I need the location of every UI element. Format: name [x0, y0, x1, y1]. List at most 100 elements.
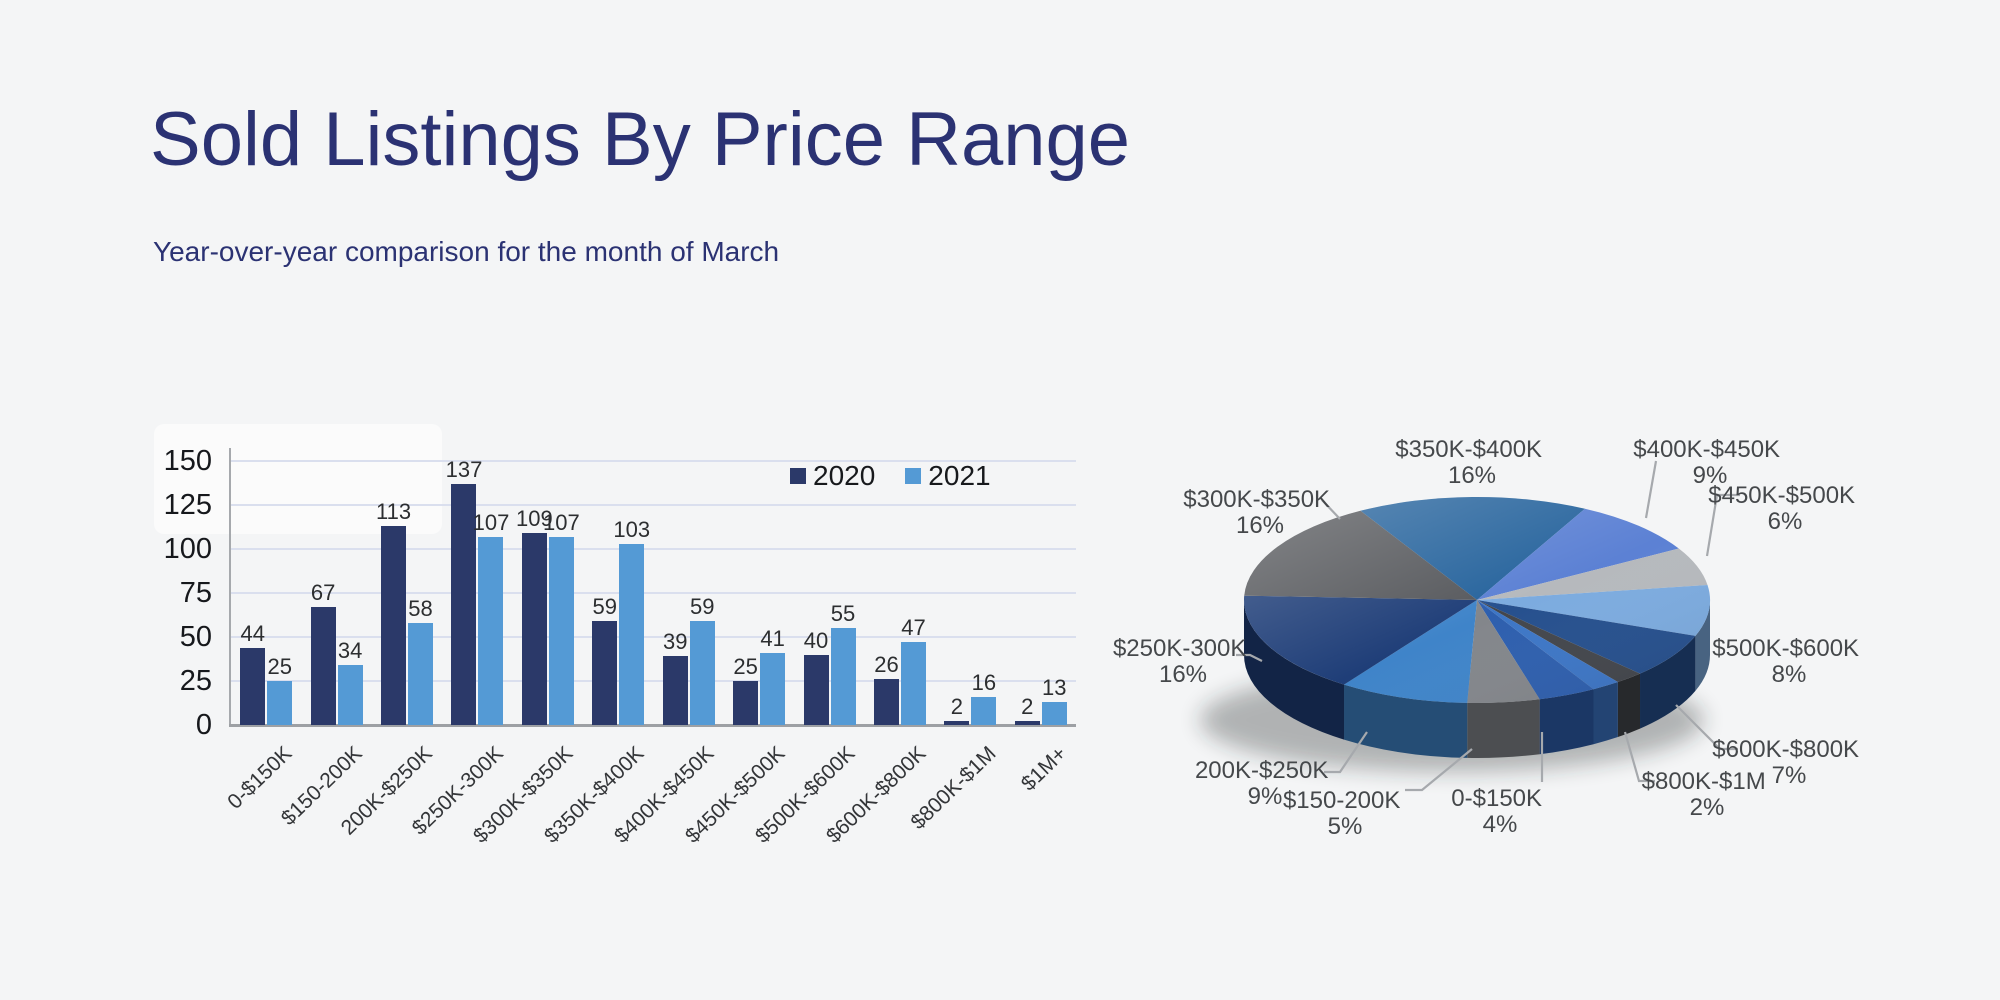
bar-2020-6: [662, 656, 688, 725]
bar-2021-0: [267, 681, 293, 725]
bar-value-label: 103: [613, 516, 651, 542]
bar-value-label: 13: [1042, 675, 1067, 701]
bar-value-label: 44: [240, 620, 265, 646]
pie-label-leader-line: [1675, 704, 1738, 751]
bar-2020-4: [521, 533, 547, 725]
y-axis-tick-label: 150: [163, 445, 212, 477]
bar-value-label: 16: [971, 669, 997, 695]
pie-slice-label: $350K-$400K 16%: [1395, 436, 1548, 489]
legend-swatch-icon: [905, 468, 922, 484]
x-axis-line: [229, 724, 1076, 727]
pie-slice-side: [1539, 689, 1594, 755]
pie-label-leader-line: [1405, 748, 1473, 792]
pie-label-leader-line: [1324, 731, 1368, 774]
pie-slice-label: $400K-$450K 9%: [1633, 436, 1786, 489]
gridline: [231, 636, 1076, 638]
bar-2021-11: [1041, 702, 1067, 725]
bar-value-label: 59: [689, 594, 715, 620]
pie-slice-side: [1467, 699, 1540, 759]
bar-value-label: 34: [337, 638, 363, 664]
bar-value-label: 137: [445, 456, 483, 482]
pie-slice-label: $300K-$350K 16%: [1183, 486, 1336, 539]
gridline: [231, 548, 1076, 550]
bar-value-label: 107: [472, 509, 510, 535]
bar-2020-5: [592, 621, 618, 725]
pie-slice-label: $150-200K 5%: [1283, 787, 1407, 840]
bar-2021-4: [548, 536, 574, 725]
bar-value-label: 59: [592, 594, 618, 620]
pie-slice-label: $800K-$1M 2%: [1642, 768, 1773, 821]
y-axis-tick-label: 75: [179, 577, 212, 609]
bar-value-label: 58: [408, 595, 433, 621]
bar-2020-10: [944, 721, 970, 725]
pie-chart-svg: $350K-$400K 16% $400K-$450K 9% $450K-$50…: [1113, 436, 1865, 840]
pie-label-leader-line: [1321, 499, 1341, 520]
page-title: Sold Listings By Price Range: [150, 97, 1131, 182]
y-axis-tick-label: 100: [163, 533, 212, 565]
gridline: [231, 680, 1076, 682]
legend-label: 2021: [928, 460, 991, 491]
pie-slice-side: [1617, 673, 1641, 738]
bar-value-label: 47: [901, 615, 926, 641]
bar-2021-8: [830, 628, 856, 725]
bar-value-label: 2: [1021, 694, 1034, 720]
gridline: [231, 592, 1076, 594]
bar-2021-2: [408, 622, 434, 725]
y-axis-tick-label: 0: [195, 709, 212, 741]
background-highlight-panel: [154, 424, 442, 534]
bar-chart: 0 25 50 75 100 125 150 44 67 113 137 109 59 39 25 40 26 2…: [140, 330, 1100, 870]
pie-chart: $350K-$400K 16% $400K-$450K 9% $450K-$50…: [1100, 380, 2000, 940]
pie-label-leader-line: [1644, 460, 1658, 519]
y-axis-tick-label: 25: [179, 665, 212, 697]
pie-slice-label: $600K-$800K 7%: [1712, 736, 1865, 789]
pie-slice-label: 0-$150K 4%: [1451, 785, 1548, 838]
bar-2021-5: [619, 543, 645, 725]
bar-2020-2: [381, 526, 407, 725]
bar-2021-7: [760, 652, 786, 725]
pie-slice-label: 200K-$250K 9%: [1195, 757, 1335, 810]
legend-item-2020: 2020: [790, 460, 875, 492]
pie-slice-label: $250K-300K 16%: [1113, 635, 1253, 688]
gridline: [231, 504, 1076, 506]
bar-2021-1: [337, 665, 363, 725]
bar-value-label: 55: [830, 601, 856, 627]
bar-value-label: 67: [310, 580, 336, 606]
pie-label-leader-line: [1623, 731, 1655, 783]
bar-value-label: 109: [516, 506, 553, 532]
bar-2020-7: [733, 681, 759, 725]
bar-value-label: 107: [543, 509, 580, 535]
pie-slice-side: [1593, 682, 1618, 745]
bar-2021-6: [689, 621, 715, 725]
bar-value-label: 25: [733, 654, 758, 679]
bar-2020-11: [1014, 721, 1040, 725]
legend-item-2021: 2021: [905, 460, 991, 492]
bar-2020-9: [873, 679, 899, 725]
bar-value-label: 39: [662, 629, 688, 655]
legend-swatch-icon: [790, 468, 806, 484]
bar-2020-3: [451, 483, 477, 725]
pie-label-leader-line: [1705, 493, 1740, 557]
bar-value-label: 40: [803, 627, 829, 653]
bar-value-label: 2: [950, 694, 963, 720]
bar-chart-legend: 2020 2021: [790, 460, 991, 492]
bar-value-label: 113: [375, 499, 412, 525]
x-axis-category-label: $1M+: [1016, 742, 1071, 796]
legend-label: 2020: [813, 460, 876, 491]
bar-value-label: 26: [874, 652, 899, 678]
bar-2020-1: [310, 607, 336, 725]
y-axis-tick-label: 50: [179, 621, 212, 653]
bar-2020-8: [803, 654, 829, 725]
pie-label-leader-line: [1236, 653, 1263, 662]
y-axis-line: [229, 448, 231, 725]
gridline: [231, 460, 1076, 462]
pie-slice-label: $450K-$500K 6%: [1708, 482, 1861, 535]
bar-2020-0: [240, 647, 266, 725]
page-subtitle: Year-over-year comparison for the month …: [153, 236, 780, 267]
y-axis-tick-label: 125: [163, 489, 212, 521]
bar-2021-10: [971, 696, 997, 725]
bar-value-label: 25: [267, 654, 292, 679]
bar-2021-3: [478, 536, 504, 725]
bar-value-label: 41: [760, 625, 785, 651]
bar-2021-9: [900, 642, 926, 725]
